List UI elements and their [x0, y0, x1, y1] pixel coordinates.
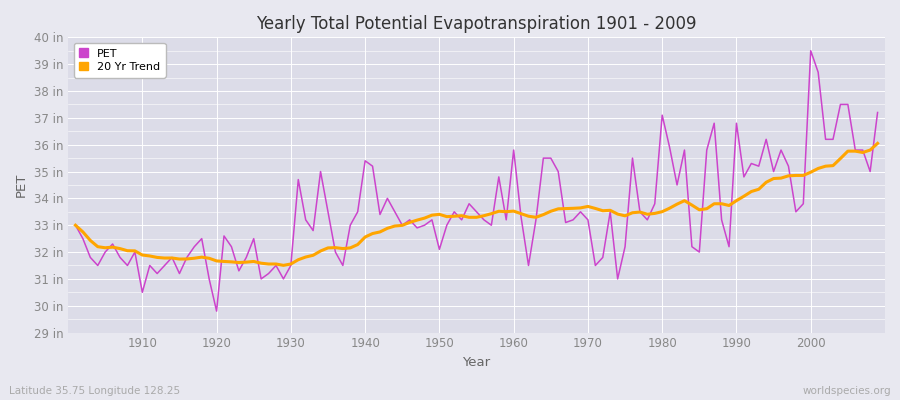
X-axis label: Year: Year — [463, 356, 491, 369]
Y-axis label: PET: PET — [15, 173, 28, 197]
Text: worldspecies.org: worldspecies.org — [803, 386, 891, 396]
Title: Yearly Total Potential Evapotranspiration 1901 - 2009: Yearly Total Potential Evapotranspiratio… — [256, 15, 697, 33]
Legend: PET, 20 Yr Trend: PET, 20 Yr Trend — [74, 43, 166, 78]
Text: Latitude 35.75 Longitude 128.25: Latitude 35.75 Longitude 128.25 — [9, 386, 180, 396]
